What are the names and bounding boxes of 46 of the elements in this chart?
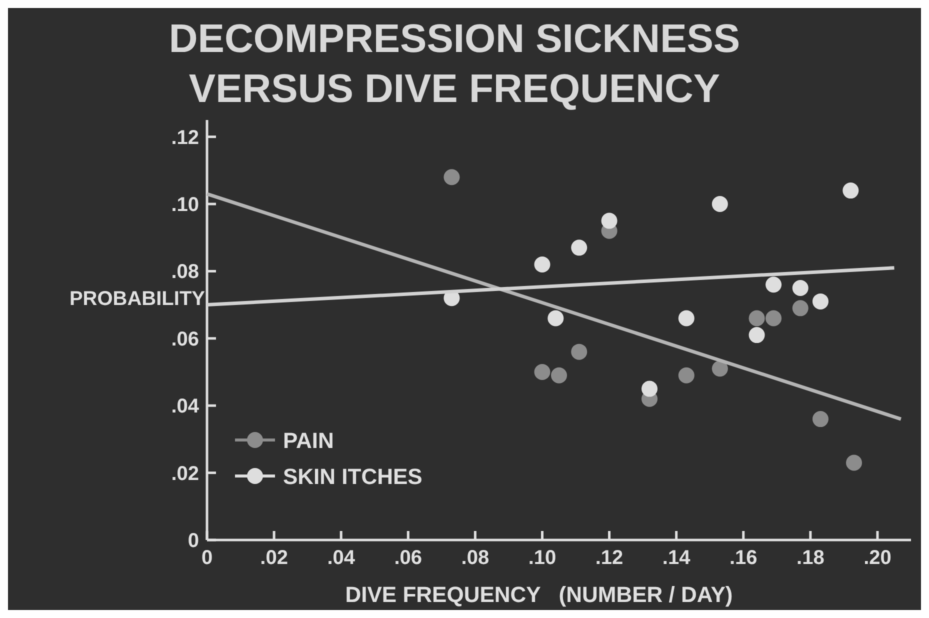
point <box>748 327 765 344</box>
x-tick-label: .10 <box>528 547 556 569</box>
x-tick-label: .06 <box>394 547 422 569</box>
y-tick-label: 0 <box>188 530 199 552</box>
x-tick-label: .02 <box>260 547 288 569</box>
legend-label: PAIN <box>283 428 334 453</box>
x-tick-label: .20 <box>864 547 892 569</box>
point <box>551 367 567 384</box>
point <box>846 454 862 471</box>
point <box>548 310 564 326</box>
y-tick-label: .12 <box>171 126 199 149</box>
point <box>792 300 808 316</box>
y-axis-title: PROBABILITY <box>69 288 206 310</box>
x-tick-label: 0 <box>201 547 213 569</box>
y-tick-label: .02 <box>171 462 199 485</box>
point <box>571 240 588 256</box>
point <box>712 196 728 212</box>
point <box>792 280 808 296</box>
point <box>678 310 694 326</box>
point <box>766 310 782 326</box>
point <box>812 293 828 310</box>
y-tick-label: .06 <box>171 328 199 350</box>
x-tick-label: .04 <box>327 547 356 569</box>
y-tick-label: .04 <box>171 396 200 418</box>
point <box>748 310 765 326</box>
point <box>842 182 859 199</box>
x-tick-label: .14 <box>662 547 692 569</box>
x-axis-title: DIVE FREQUENCY (NUMBER / DAY) <box>345 582 733 607</box>
legend-label: SKIN ITCHES <box>283 464 422 489</box>
point <box>766 276 782 293</box>
point <box>678 367 694 384</box>
chart-title: DECOMPRESSION SICKNESS VERSUS DIVE FREQUENCY <box>168 17 740 111</box>
x-tick-label: .16 <box>729 547 758 569</box>
point <box>534 364 550 380</box>
point <box>444 169 460 186</box>
point <box>534 256 550 272</box>
point <box>812 411 828 428</box>
x-tick-label: .08 <box>461 547 490 569</box>
x-tick-label: .12 <box>595 547 624 569</box>
y-tick-label: .10 <box>171 194 199 216</box>
x-tick-label: .18 <box>796 547 824 569</box>
point <box>712 360 728 377</box>
point <box>571 344 588 360</box>
y-tick-label: .08 <box>171 261 199 284</box>
point <box>601 212 618 229</box>
point <box>642 380 658 397</box>
